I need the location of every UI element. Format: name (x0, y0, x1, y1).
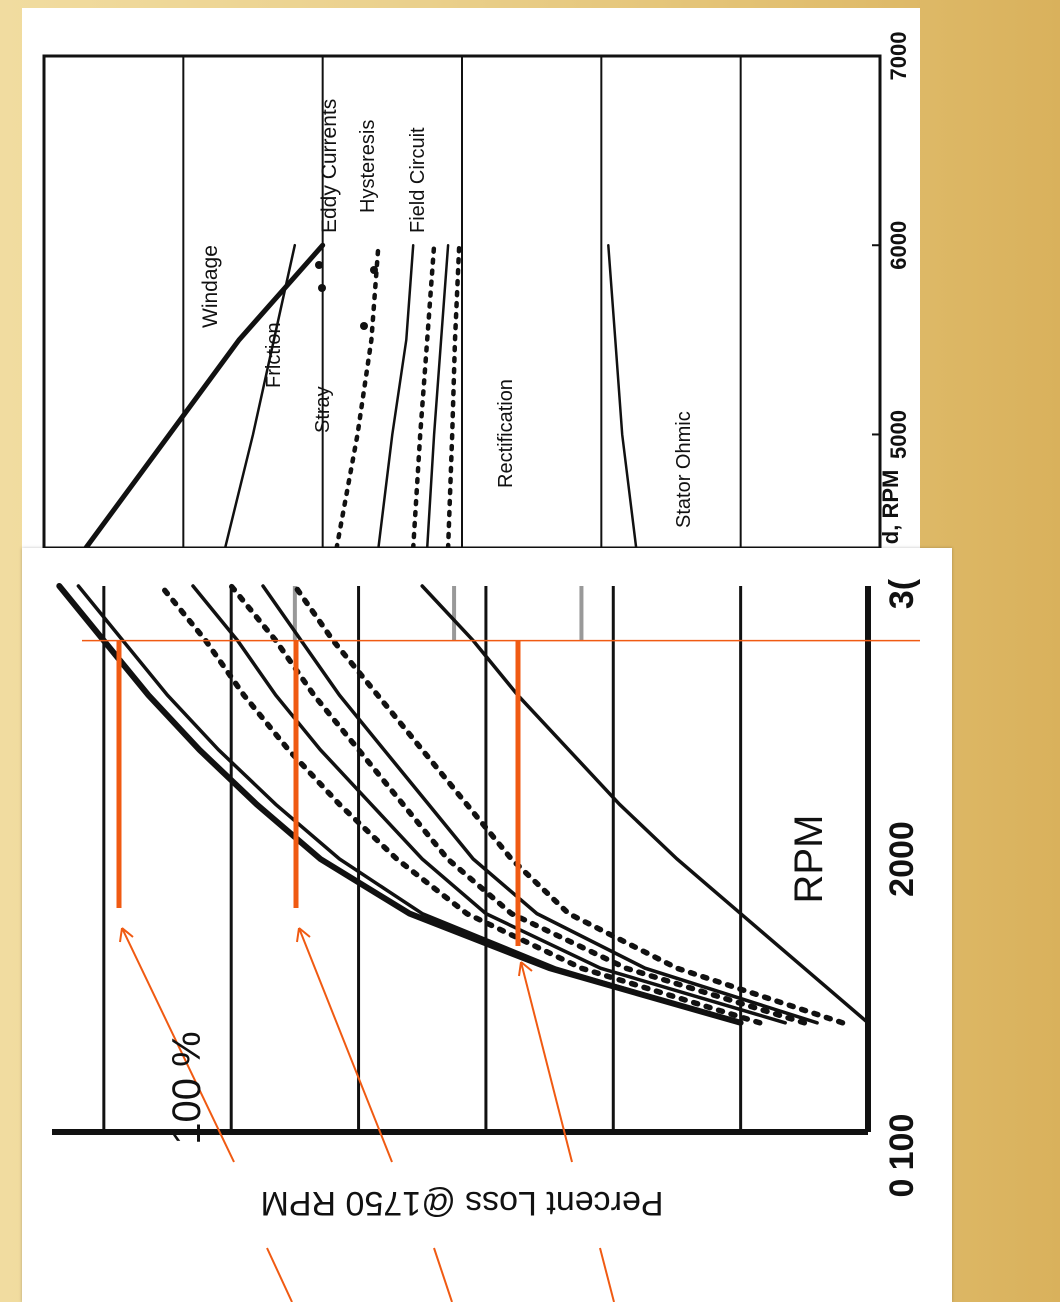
y-axis-label: Percent Loss @1750 RPM (260, 1184, 663, 1222)
leader-dot (360, 322, 368, 330)
annotation-label: Hysteresis (357, 120, 379, 213)
series-line (158, 583, 763, 1026)
x-tick-label: 7000 (886, 32, 911, 81)
orange-mark (599, 1247, 615, 1302)
series-line (334, 242, 381, 551)
bottom-chart-slide: 100 2000 3( 0 RPM Percent Loss @1750 RPM 100 % (22, 548, 952, 1302)
arrow-line (121, 927, 235, 1163)
leader-dot (318, 284, 326, 292)
y-tick-label: 0 (883, 1179, 921, 1198)
annotation-label: Stray (312, 386, 334, 433)
annotation-label: Windage (199, 245, 222, 328)
series-line (377, 243, 415, 550)
series-line (223, 243, 297, 550)
orange-mark (433, 1247, 453, 1302)
annotation-label: Friction (263, 322, 285, 388)
series-line (261, 584, 819, 1025)
arrow-line (298, 927, 393, 1163)
arrow-head (518, 961, 533, 977)
series-line (191, 584, 787, 1025)
annotation-label: Stator Ohmic (673, 411, 695, 528)
series-line (410, 242, 437, 551)
series-line (83, 242, 326, 551)
series-line (425, 243, 450, 550)
series-line (76, 584, 743, 1025)
x-tick-label: 2000 (883, 821, 921, 897)
arrow-line (520, 961, 573, 1163)
x-axis-label: d, RPM (878, 470, 903, 545)
x-tick-label: 100 (883, 1114, 921, 1171)
annotation-label: Eddy Currents (318, 99, 341, 233)
arrow-head (296, 927, 311, 943)
series-line (445, 242, 462, 551)
top-chart-photo: 5000 6000 7000 d, RPM Windage Friction Stray Ed… (22, 8, 920, 556)
x-tick-label: 3( (883, 578, 921, 609)
leader-dot (370, 266, 378, 274)
x-tick-label: 5000 (886, 410, 911, 459)
series-line (420, 584, 870, 1025)
percent-annotation: 100 % (165, 1031, 209, 1144)
annotation-label: Rectification (495, 379, 517, 488)
x-axis-label: RPM (787, 815, 831, 904)
series-line (292, 583, 846, 1026)
series-line (607, 243, 638, 550)
x-tick-label: 6000 (886, 221, 911, 270)
orange-mark (266, 1247, 293, 1302)
bottom-chart: 100 2000 3( 0 RPM Percent Loss @1750 RPM 100 % (52, 578, 921, 1302)
arrow-head (119, 927, 134, 943)
leader-dot (315, 261, 323, 269)
series-line (228, 583, 808, 1026)
top-chart: 5000 6000 7000 d, RPM Windage Friction Stray Ed… (42, 32, 911, 551)
annotation-label: Field Circuit (407, 127, 429, 233)
